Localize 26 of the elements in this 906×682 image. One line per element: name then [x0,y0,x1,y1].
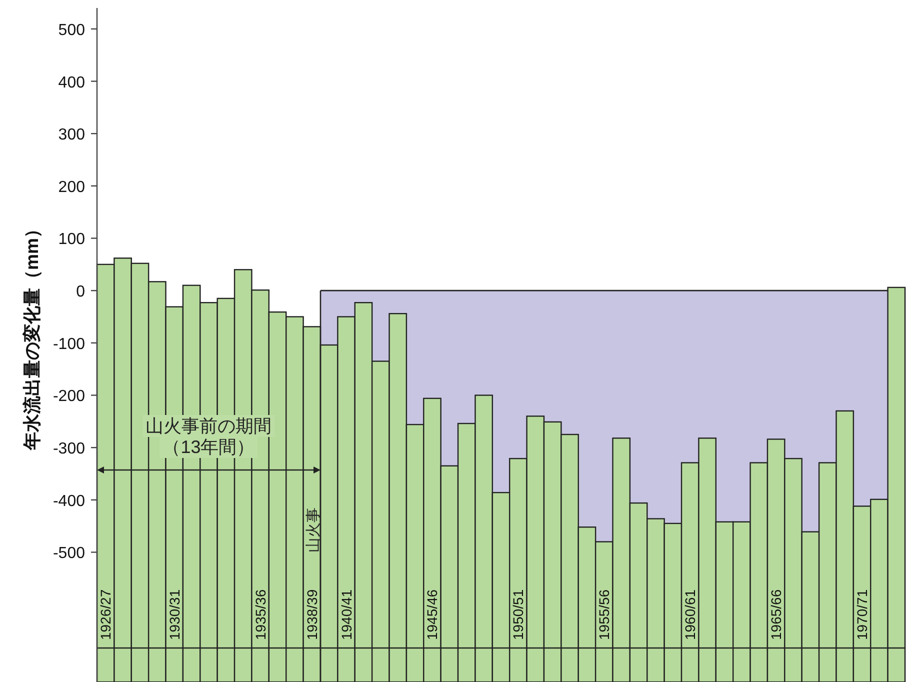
y-axis-title: 年水流出量の変化量（mm） [22,220,42,452]
x-tick-label: 1930/31 [166,589,182,640]
y-tick-label: 400 [58,74,86,92]
y-tick-label: -200 [52,388,86,406]
y-tick-label: 200 [58,178,86,196]
annotation: 山火事前の期間 [146,416,272,436]
x-tick-label: 1955/56 [596,589,612,640]
annotation: （13年間） [162,437,255,457]
y-tick-label: -100 [52,336,86,353]
x-tick-label: 1945/46 [424,589,440,640]
x-tick-label: 1935/36 [252,589,268,640]
y-tick-label: 500 [58,22,86,39]
y-tick-label: 100 [58,231,86,248]
x-tick-label: 1926/27 [98,589,114,640]
x-tick-label: 1950/51 [510,589,526,640]
y-tick-label: -500 [52,545,86,562]
x-tick-label: 1940/41 [338,589,354,640]
ref-line-label: 山火事 [304,508,322,552]
y-tick-label: 0 [76,284,86,301]
x-tick-label: 1965/66 [768,589,784,640]
y-tick-label: -400 [52,492,86,510]
x-tick-label: 1960/61 [682,589,698,640]
y-tick-label: 300 [58,126,86,144]
x-tick-label: 1970/71 [854,589,870,640]
x-tick-label: 1938/39 [304,589,320,640]
y-tick-label: -300 [52,440,86,458]
